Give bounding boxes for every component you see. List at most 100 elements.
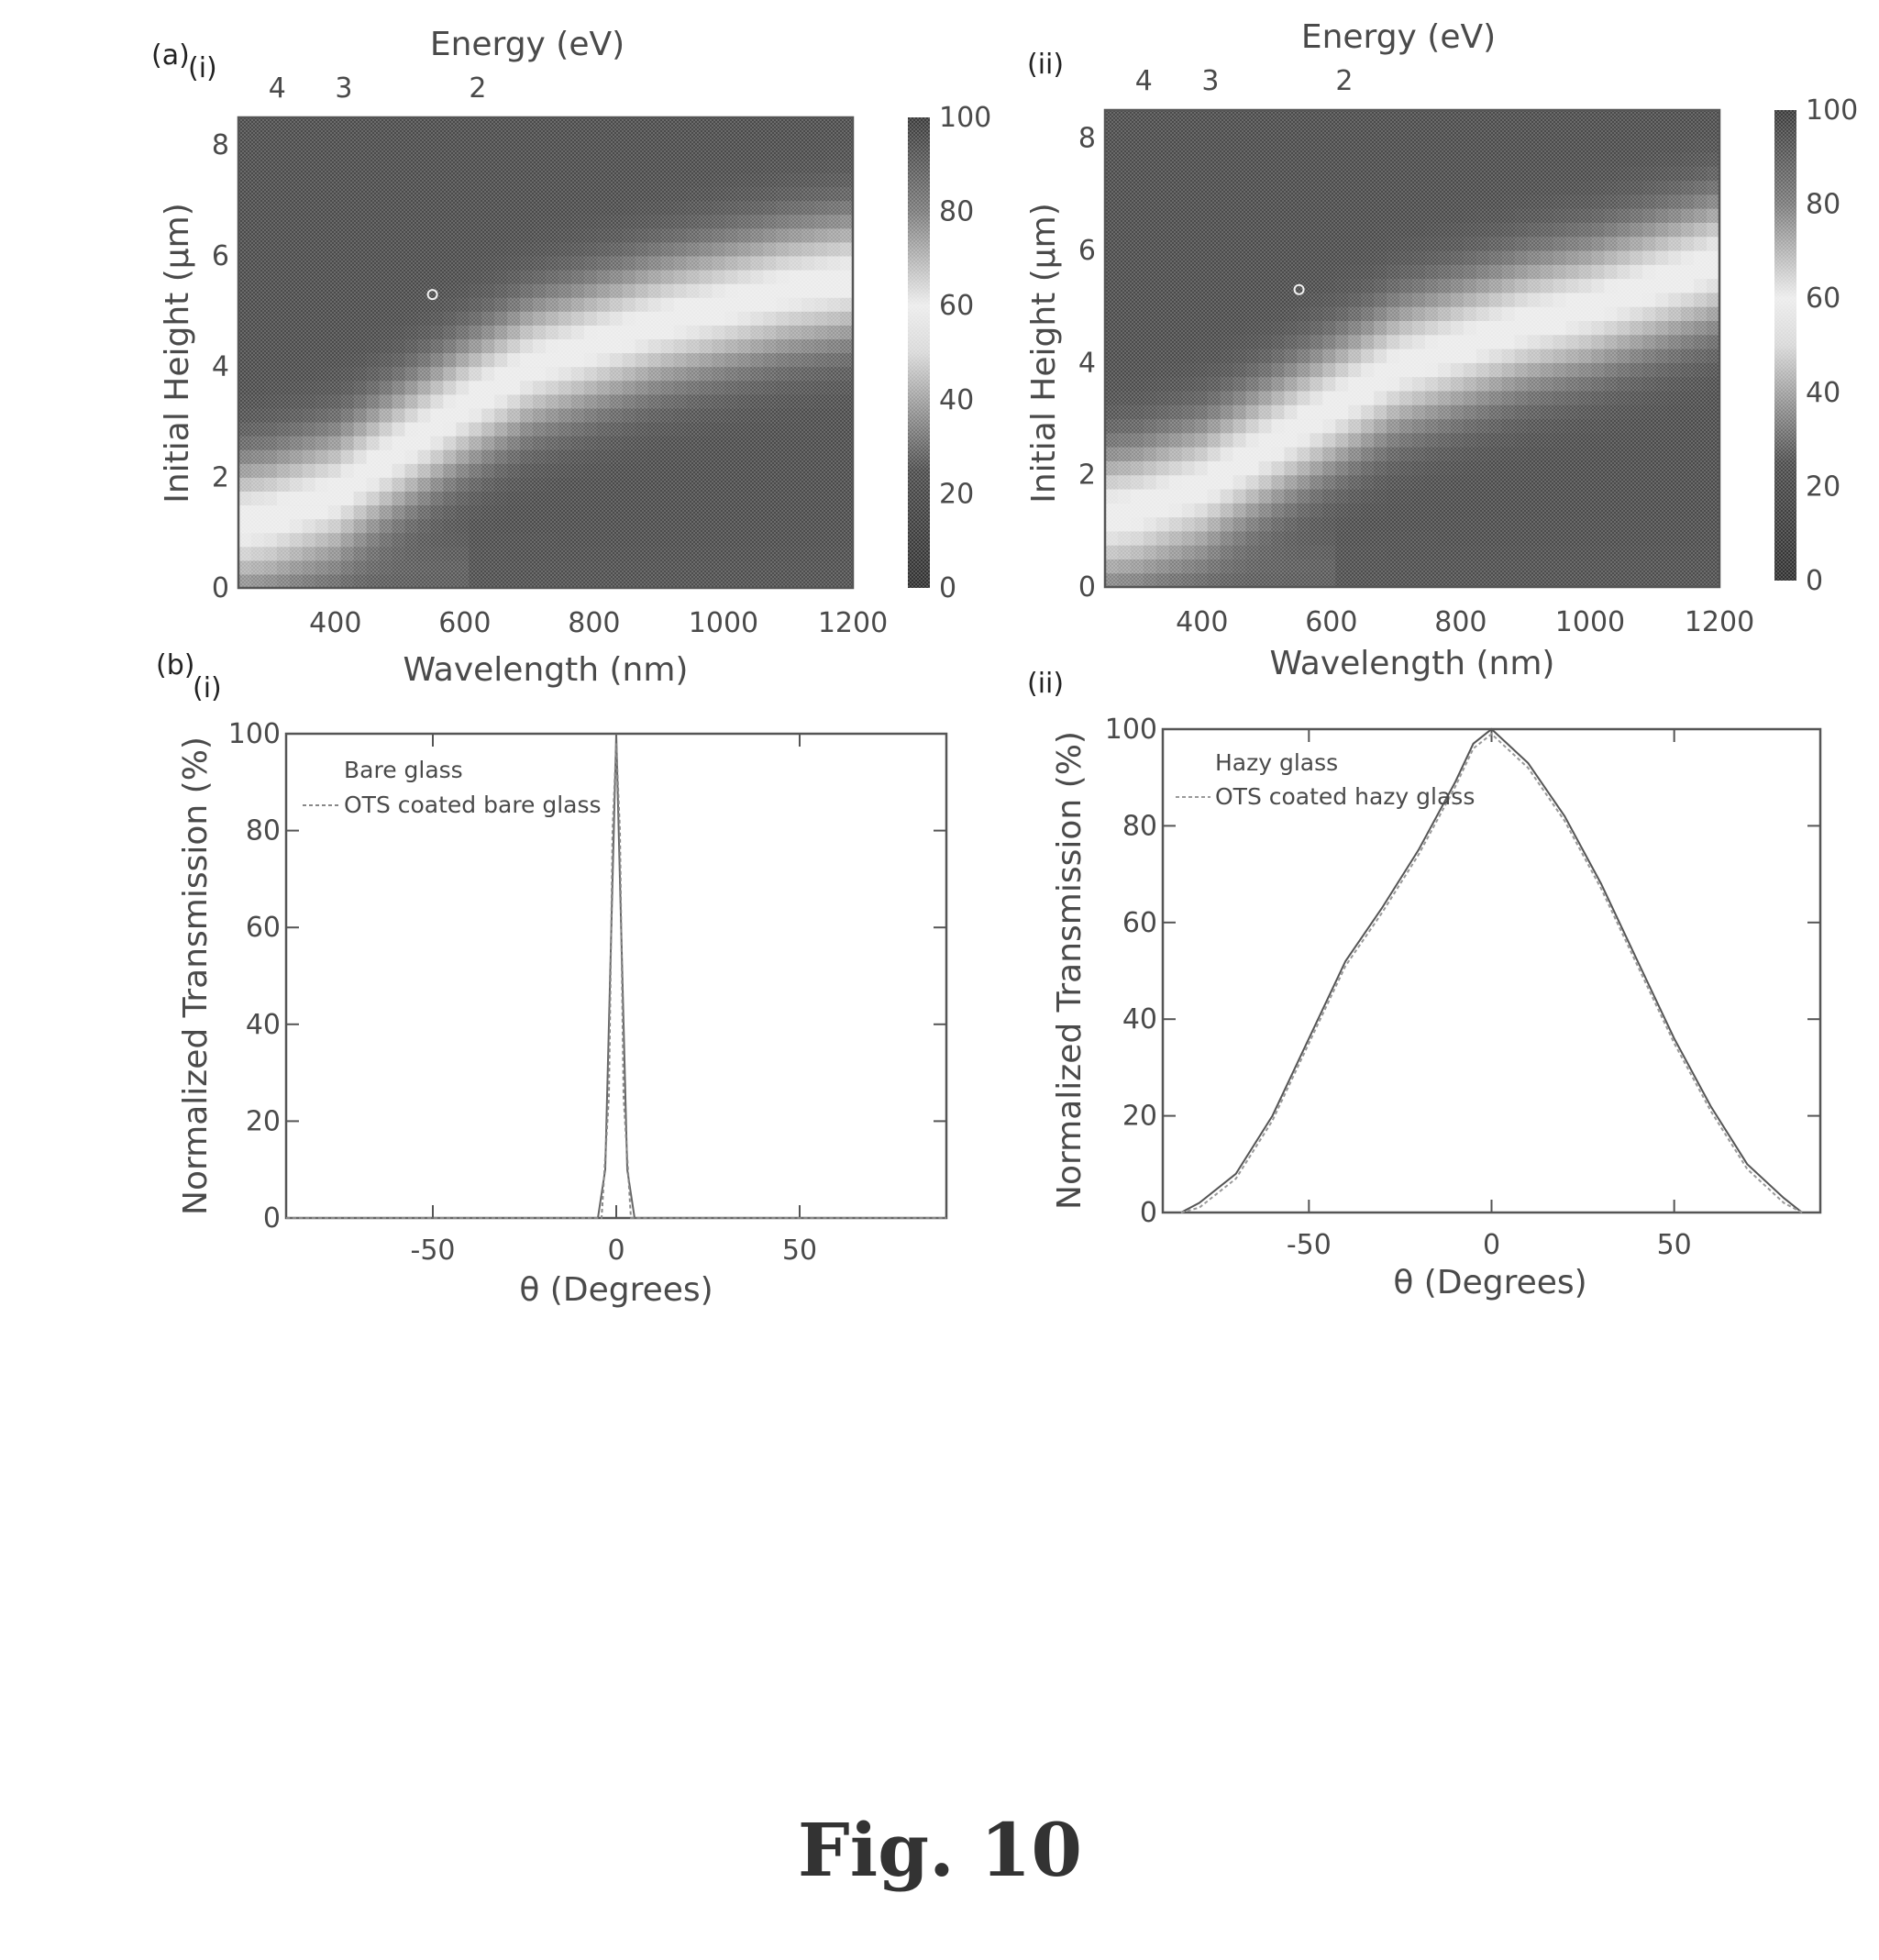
- y-tick-label: 20: [1122, 1101, 1157, 1133]
- y-tick-label: 0: [212, 572, 229, 604]
- line-panel-b-ii: (ii) Hazy glass OTS coated hazy glass -5…: [1027, 668, 1822, 1301]
- y-ticks: 0 2 4 6 8: [212, 129, 229, 604]
- colorbar-ticks: 0 20 40 60 80 100: [1806, 94, 1858, 597]
- colorbar-texture: [1774, 110, 1796, 581]
- colorbar-tick-label: 100: [939, 102, 991, 134]
- legend-entry: OTS coated bare glass: [344, 792, 602, 818]
- heatmap-texture: [1105, 110, 1719, 587]
- top-tick-label: 3: [335, 72, 352, 105]
- y-tick-label: 8: [1078, 123, 1096, 155]
- heatmap-marker: [1293, 283, 1305, 295]
- y-tick-label: 100: [1105, 714, 1157, 746]
- colorbar-tick-label: 40: [1806, 377, 1840, 409]
- line-panel-b-i: (b) (i) Bare glass OTS coated bare glass…: [156, 649, 948, 1309]
- x-tick-label: 0: [607, 1235, 624, 1267]
- panel-label-b-ii: (ii): [1027, 668, 1064, 700]
- legend-entry: Hazy glass: [1215, 749, 1338, 776]
- series-line-bare-glass: [286, 733, 946, 1219]
- x-axis-label: θ (Degrees): [1393, 1264, 1586, 1301]
- heatmap-panel-a-i: (a) (i) Energy (eV) 4 3 2 400 600 800 10…: [151, 26, 991, 689]
- x-axis-label: Wavelength (nm): [1270, 645, 1555, 682]
- y-tick-label: 2: [1078, 460, 1096, 492]
- y-tick-label: 6: [1078, 235, 1096, 267]
- x-tick-label: 800: [1434, 606, 1487, 638]
- legend-entry: OTS coated hazy glass: [1215, 783, 1475, 810]
- x-tick-label: 1200: [1685, 606, 1754, 638]
- x-ticks: 400 600 800 1000 1200: [1176, 606, 1754, 638]
- y-tick-label: 60: [246, 912, 281, 944]
- colorbar-tick-label: 80: [1806, 189, 1840, 221]
- x-tick-label: 1200: [818, 607, 888, 639]
- top-tick-label: 3: [1201, 65, 1219, 97]
- legend-entry: Bare glass: [344, 757, 463, 783]
- top-ticks: 4 3 2: [269, 72, 487, 105]
- colorbar-tick-label: 0: [939, 572, 956, 604]
- y-tick-label: 20: [246, 1105, 281, 1137]
- y-tick-label: 6: [212, 240, 229, 272]
- top-axis-label: Energy (eV): [430, 26, 624, 63]
- colorbar-texture: [908, 117, 930, 588]
- colorbar-tick-label: 0: [1806, 565, 1823, 597]
- group-label-a: (a): [151, 39, 190, 72]
- y-tick-label: 80: [1122, 810, 1157, 842]
- colorbar-tick-label: 100: [1806, 94, 1858, 127]
- y-axis-label: Normalized Transmission (%): [177, 736, 215, 1215]
- legend: Bare glass OTS coated bare glass: [303, 757, 602, 818]
- x-tick-label: 800: [568, 607, 620, 639]
- x-tick-label: 600: [1305, 606, 1357, 638]
- x-tick-label: -50: [411, 1235, 456, 1267]
- heatmap-texture: [238, 117, 853, 588]
- y-tick-label: 0: [1078, 571, 1096, 604]
- y-ticks: 0 20 40 60 80 100: [228, 718, 281, 1235]
- x-ticks: -50 0 50: [411, 1235, 818, 1267]
- colorbar-tick-label: 60: [1806, 282, 1840, 315]
- x-ticks: -50 0 50: [1287, 1229, 1692, 1261]
- y-axis-label: Initial Height (μm): [1025, 203, 1063, 504]
- plot-frame: [237, 116, 855, 590]
- y-ticks: 0 2 4 6 8: [1078, 123, 1096, 604]
- colorbar-ticks: 0 20 40 60 80 100: [939, 102, 991, 604]
- top-tick-label: 4: [1135, 65, 1153, 97]
- y-tick-label: 60: [1122, 907, 1157, 939]
- colorbar-tick-label: 60: [939, 290, 974, 322]
- x-tick-label: 600: [438, 607, 491, 639]
- colorbar-tick-label: 20: [1806, 471, 1840, 503]
- x-tick-label: 0: [1483, 1229, 1500, 1261]
- colorbar-tick-label: 80: [939, 196, 974, 228]
- top-ticks: 4 3 2: [1135, 65, 1354, 97]
- x-tick-label: 50: [782, 1235, 817, 1267]
- top-axis-label: Energy (eV): [1301, 18, 1496, 56]
- y-ticks: 0 20 40 60 80 100: [1105, 714, 1157, 1229]
- heatmap-marker: [426, 289, 438, 301]
- figure-caption: Fig. 10: [798, 1807, 1082, 1893]
- legend: Hazy glass OTS coated hazy glass: [1176, 749, 1475, 810]
- panel-label-a-ii: (ii): [1027, 49, 1064, 81]
- y-tick-label: 40: [246, 1009, 281, 1041]
- plot-frame: [1103, 108, 1721, 589]
- y-tick-label: 0: [263, 1202, 281, 1235]
- y-tick-label: 4: [212, 351, 229, 383]
- series-line-ots-coated-hazy-glass: [1180, 732, 1803, 1213]
- y-tick-label: 40: [1122, 1003, 1157, 1035]
- x-axis-label: θ (Degrees): [519, 1271, 713, 1309]
- heatmap-panel-a-ii: (ii) Energy (eV) 4 3 2 400 600 800 1000 …: [1025, 18, 1858, 682]
- y-axis-label: Initial Height (μm): [159, 203, 196, 504]
- tick-marks: [1163, 728, 1820, 1213]
- group-label-b: (b): [156, 649, 194, 681]
- colorbar-tick-label: 20: [939, 478, 974, 510]
- x-tick-label: 1000: [689, 607, 758, 639]
- y-tick-label: 80: [246, 815, 281, 847]
- y-tick-label: 100: [228, 718, 281, 750]
- x-tick-label: 400: [1176, 606, 1228, 638]
- y-tick-label: 2: [212, 461, 229, 493]
- panel-label-b-i: (i): [193, 672, 222, 704]
- y-tick-label: 8: [212, 129, 229, 161]
- x-ticks: 400 600 800 1000 1200: [309, 607, 888, 639]
- x-tick-label: -50: [1287, 1229, 1332, 1261]
- y-tick-label: 4: [1078, 347, 1096, 379]
- top-tick-label: 2: [1335, 65, 1353, 97]
- top-tick-label: 2: [469, 72, 486, 105]
- colorbar-tick-label: 40: [939, 384, 974, 416]
- series-line-ots-coated-bare-glass: [286, 743, 946, 1219]
